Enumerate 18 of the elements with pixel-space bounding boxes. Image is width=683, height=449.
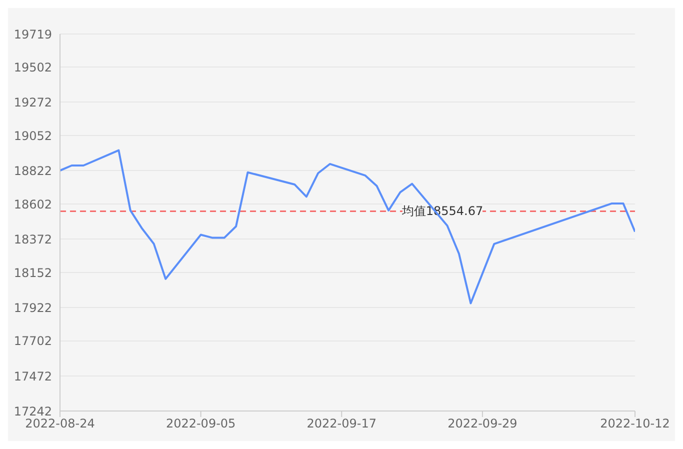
x-tick-label: 2022-09-29	[448, 416, 518, 431]
y-tick-label: 19502	[14, 60, 52, 74]
y-tick-label: 17472	[14, 369, 52, 384]
y-tick-label: 18152	[14, 266, 52, 280]
line-series	[60, 149, 635, 304]
x-tick-label: 2022-08-24	[25, 416, 95, 431]
y-tick-label: 17242	[14, 404, 52, 418]
y-tick-label: 17922	[14, 300, 52, 315]
x-tick-label: 2022-10-12	[600, 416, 670, 431]
y-tick-label: 18602	[14, 197, 52, 212]
y-tick-label: 18822	[14, 164, 52, 178]
x-tick-label: 2022-09-17	[306, 416, 377, 431]
y-tick-label: 18372	[14, 232, 52, 246]
y-tick-label: 19272	[14, 95, 52, 110]
x-tick-label: 2022-09-05	[166, 416, 236, 431]
y-tick-label: 19719	[14, 27, 52, 42]
y-tick-label: 17702	[14, 334, 52, 348]
y-tick-label: 19052	[14, 128, 52, 143]
